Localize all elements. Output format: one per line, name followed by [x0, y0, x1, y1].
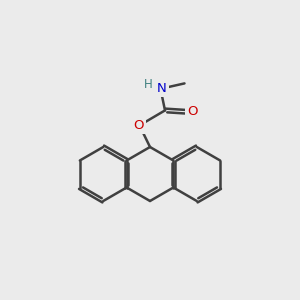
Text: O: O	[187, 105, 197, 119]
Text: N: N	[157, 82, 167, 95]
Text: O: O	[134, 119, 144, 132]
Text: H: H	[143, 78, 152, 91]
